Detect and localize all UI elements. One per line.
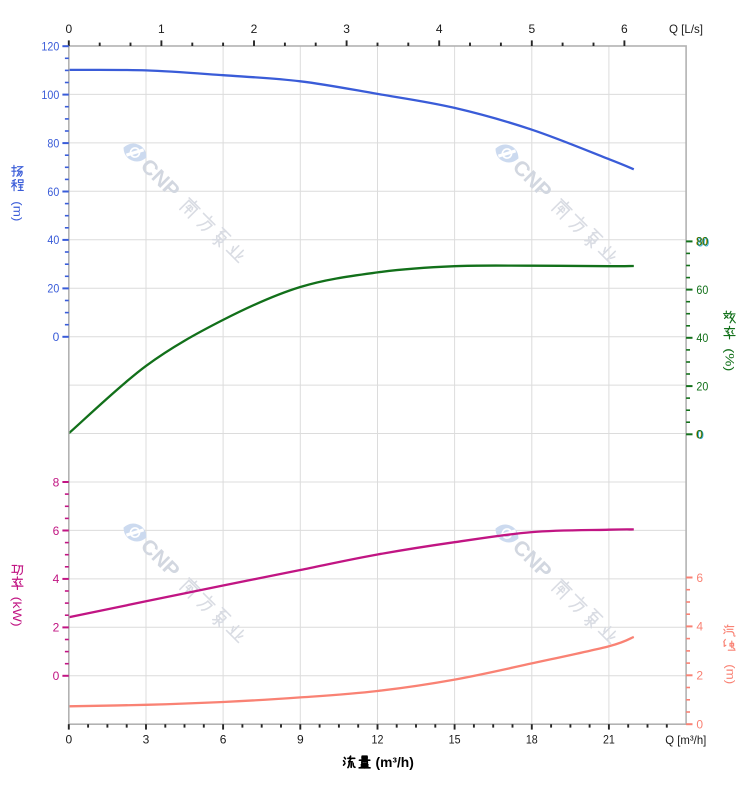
svg-text:4: 4 — [436, 22, 443, 36]
svg-text:120: 120 — [41, 40, 59, 54]
svg-text:3: 3 — [343, 22, 350, 36]
svg-text:2: 2 — [53, 621, 60, 635]
svg-text:40: 40 — [696, 331, 708, 345]
svg-text:20: 20 — [696, 379, 708, 393]
svg-text:20: 20 — [47, 282, 59, 296]
svg-text:4: 4 — [696, 620, 703, 634]
svg-text:0: 0 — [53, 669, 60, 683]
svg-text:0: 0 — [696, 428, 703, 442]
svg-text:15: 15 — [449, 733, 461, 747]
svg-text:(m³/h): (m³/h) — [376, 754, 414, 770]
svg-text:21: 21 — [603, 733, 615, 747]
svg-text:60: 60 — [696, 283, 708, 297]
svg-text:(%): (%) — [723, 348, 737, 371]
svg-text:0: 0 — [65, 22, 72, 36]
svg-text:Q [L/s]: Q [L/s] — [669, 22, 703, 36]
svg-text:0: 0 — [696, 428, 703, 442]
svg-text:6: 6 — [53, 524, 60, 538]
svg-text:40: 40 — [47, 233, 59, 247]
svg-text:0: 0 — [65, 733, 72, 747]
svg-text:8: 8 — [53, 475, 60, 489]
svg-text:60: 60 — [47, 185, 59, 199]
svg-text:80: 80 — [47, 136, 59, 150]
svg-text:(kW): (kW) — [10, 597, 24, 627]
svg-text:3: 3 — [143, 733, 150, 747]
svg-text:6: 6 — [220, 733, 227, 747]
svg-text:Q [m³/h]: Q [m³/h] — [665, 733, 706, 747]
svg-text:12: 12 — [372, 733, 384, 747]
svg-text:80: 80 — [696, 235, 708, 249]
svg-text:(m): (m) — [724, 664, 738, 684]
svg-text:100: 100 — [41, 88, 59, 102]
svg-text:80: 80 — [696, 235, 708, 249]
svg-text:1: 1 — [158, 22, 165, 36]
svg-text:0: 0 — [697, 428, 704, 442]
svg-text:(m): (m) — [10, 201, 24, 221]
svg-text:2: 2 — [251, 22, 258, 36]
svg-text:0: 0 — [53, 330, 60, 344]
svg-text:6: 6 — [696, 571, 703, 585]
svg-text:4: 4 — [53, 572, 60, 586]
svg-text:18: 18 — [526, 733, 538, 747]
svg-text:6: 6 — [621, 22, 628, 36]
svg-text:0: 0 — [696, 718, 703, 732]
svg-text:2: 2 — [696, 669, 703, 683]
svg-text:5: 5 — [528, 22, 535, 36]
svg-text:9: 9 — [297, 733, 304, 747]
svg-text:80: 80 — [697, 235, 709, 249]
